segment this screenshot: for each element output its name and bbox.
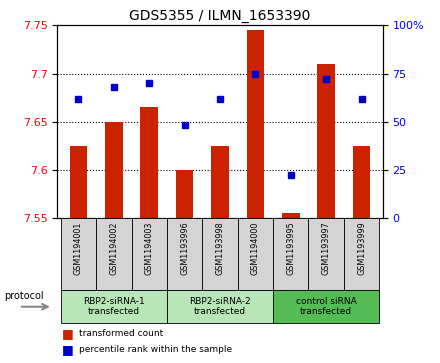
Text: RBP2-siRNA-2
transfected: RBP2-siRNA-2 transfected [189, 297, 251, 317]
Bar [273, 218, 308, 290]
Text: transformed count: transformed count [79, 329, 163, 338]
Text: protocol: protocol [4, 291, 44, 301]
Bar [238, 218, 273, 290]
Bar [61, 218, 96, 290]
Bar [246, 30, 264, 218]
Bar [167, 218, 202, 290]
Text: RBP2-siRNA-1
transfected: RBP2-siRNA-1 transfected [83, 297, 145, 317]
Bar [132, 218, 167, 290]
Bar [140, 107, 158, 218]
Text: ■: ■ [62, 343, 73, 356]
Text: GSM1193995: GSM1193995 [286, 221, 295, 275]
Bar [353, 146, 370, 218]
Bar [273, 290, 379, 323]
Bar [308, 218, 344, 290]
Bar [211, 146, 229, 218]
Bar [167, 290, 273, 323]
Bar [317, 64, 335, 218]
Bar [202, 218, 238, 290]
Bar [105, 122, 123, 218]
Bar [70, 146, 87, 218]
Text: GSM1193996: GSM1193996 [180, 221, 189, 275]
Text: GSM1194002: GSM1194002 [109, 221, 118, 275]
Text: GSM1194000: GSM1194000 [251, 221, 260, 275]
Bar [282, 213, 300, 218]
Text: GSM1193997: GSM1193997 [322, 221, 331, 275]
Bar [344, 218, 379, 290]
Text: GSM1194001: GSM1194001 [74, 221, 83, 275]
Bar [96, 218, 132, 290]
Text: GSM1193999: GSM1193999 [357, 221, 366, 275]
Title: GDS5355 / ILMN_1653390: GDS5355 / ILMN_1653390 [129, 9, 311, 23]
Text: GSM1193998: GSM1193998 [216, 221, 224, 275]
Text: control siRNA
transfected: control siRNA transfected [296, 297, 356, 317]
Text: percentile rank within the sample: percentile rank within the sample [79, 345, 232, 354]
Text: ■: ■ [62, 327, 73, 340]
Bar [176, 170, 194, 218]
Bar [61, 290, 167, 323]
Text: GSM1194003: GSM1194003 [145, 221, 154, 275]
